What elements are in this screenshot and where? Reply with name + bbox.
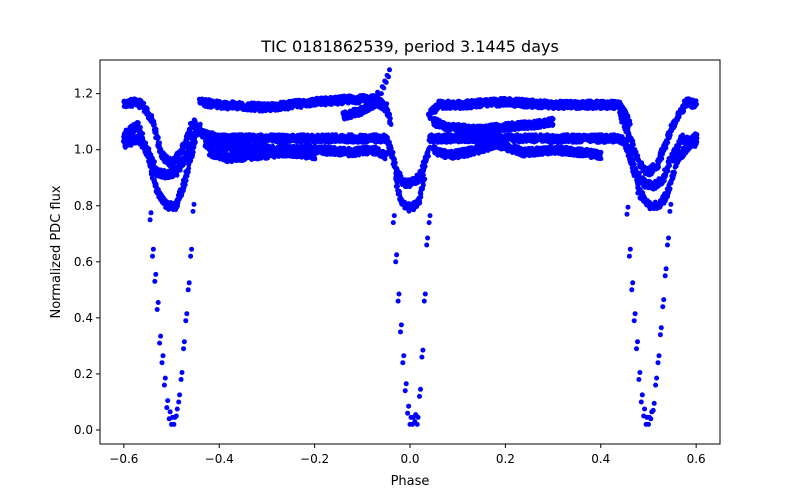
data-point [423,158,429,164]
data-point [388,120,393,126]
data-point [311,151,317,157]
data-point [390,150,396,155]
data-point [187,127,193,133]
data-point [197,121,203,127]
data-point [175,200,181,206]
data-point [312,156,318,162]
data-point [156,135,161,141]
data-point [388,143,393,149]
data-point [393,174,399,180]
data-point [149,165,155,171]
data-point [182,182,188,188]
data-point [384,106,390,112]
data-point [146,153,151,159]
data-point [152,159,157,165]
data-point [422,176,428,182]
data-point [140,131,146,137]
data-point [174,171,180,177]
data-point [193,119,198,125]
data-point [426,153,431,159]
data-points [120,67,700,427]
data-point [422,164,428,170]
data-point [186,166,192,171]
data-point [417,194,423,200]
data-point [417,190,423,196]
data-point [323,102,328,108]
data-point [151,172,156,177]
data-point [421,172,426,178]
data-point [173,207,179,213]
data-point [382,156,388,162]
data-point [395,183,400,189]
data-point [193,140,198,145]
data-point [144,149,150,154]
data-point [185,169,190,175]
data-point [190,149,196,155]
data-point [143,144,149,150]
data-point [140,101,146,107]
data-point [384,152,390,158]
chart-title: TIC 0181862539, period 3.1445 days [260,37,559,56]
data-point [186,162,192,168]
data-point [193,133,199,139]
data-point [425,149,431,155]
